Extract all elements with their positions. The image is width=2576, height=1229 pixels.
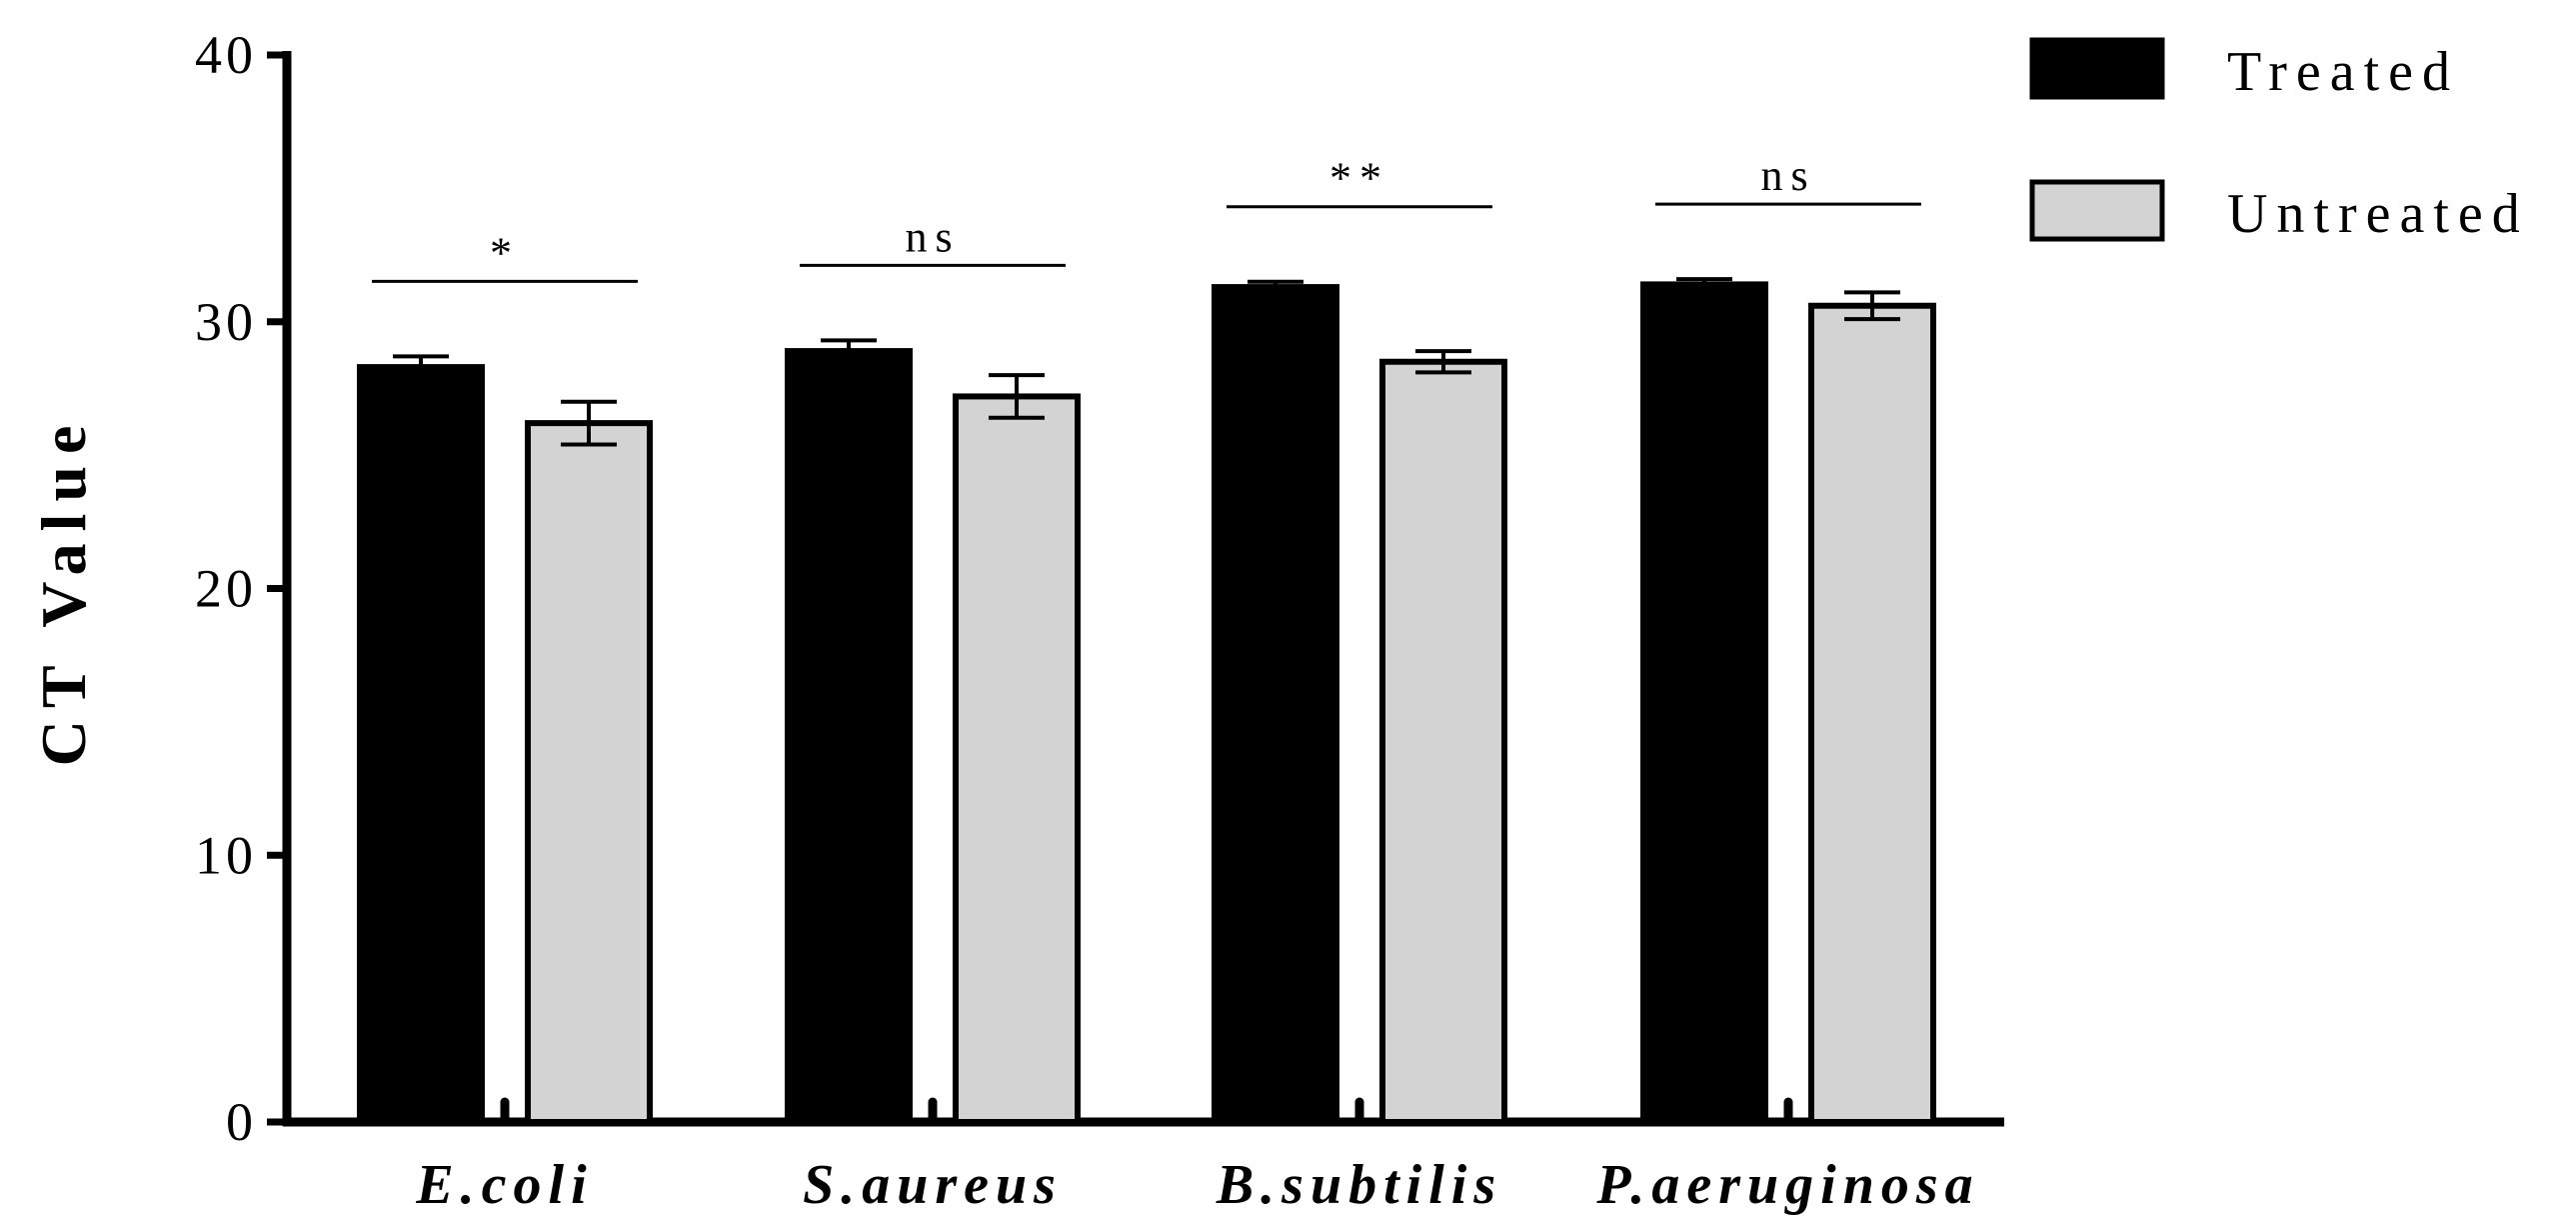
y-tick-label: 0 — [226, 1092, 257, 1152]
x-category-label: P.aeruginosa — [1595, 1154, 1979, 1216]
error-bars — [393, 277, 1900, 447]
bar — [785, 348, 913, 1125]
category-labels: E.coli S.aureus B.subtilis P.aeruginosa — [415, 1154, 1979, 1216]
significance-label: * — [490, 228, 520, 277]
y-tick-label: 10 — [195, 825, 257, 885]
legend-label: Untreated — [2227, 183, 2529, 245]
bar — [525, 420, 653, 1125]
x-category-label: S.aureus — [803, 1154, 1063, 1216]
y-tick-label: 40 — [195, 25, 257, 85]
bar — [357, 364, 485, 1126]
legend-swatch — [2029, 37, 2165, 100]
y-axis-label-group: CT Value — [28, 414, 99, 767]
legend: Treated Untreated — [2029, 37, 2529, 245]
significance-label: ns — [1760, 151, 1815, 200]
y-tick-label: 30 — [195, 292, 257, 352]
bar — [1808, 302, 1936, 1125]
x-category-label: B.subtilis — [1216, 1154, 1502, 1216]
y-tick-label: 20 — [195, 559, 257, 619]
bar — [1379, 358, 1507, 1125]
bar — [1640, 281, 1768, 1125]
significance-annotations: * ns ** ns — [372, 151, 1921, 283]
bar — [1212, 284, 1339, 1125]
bar — [953, 393, 1081, 1125]
legend-label: Treated — [2227, 41, 2459, 103]
bars — [357, 281, 1936, 1126]
significance-label: ** — [1329, 154, 1389, 203]
legend-swatch — [2029, 179, 2165, 242]
y-axis-label: CT Value — [28, 414, 99, 767]
significance-label: ns — [905, 212, 960, 261]
x-category-label: E.coli — [415, 1154, 593, 1216]
